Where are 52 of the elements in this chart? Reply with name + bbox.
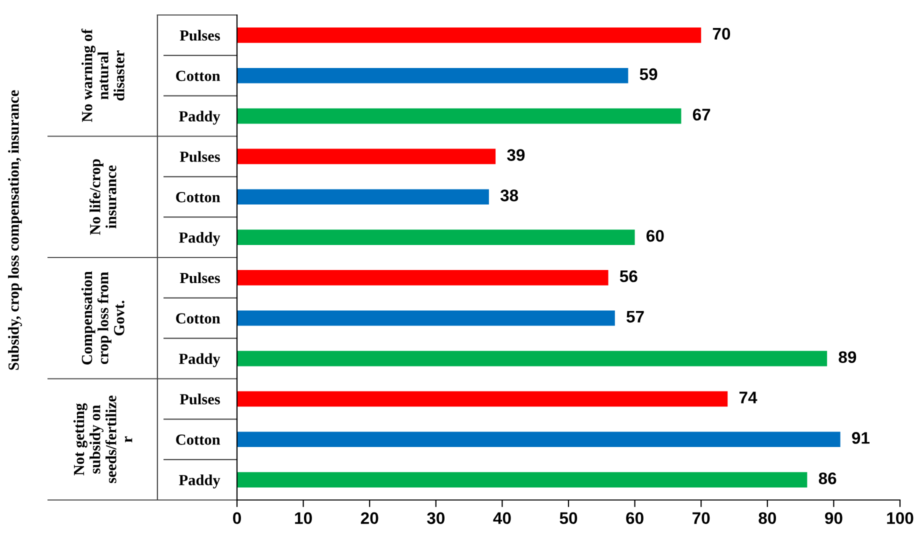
y-tick-label: Cotton bbox=[176, 434, 220, 445]
data-label: 86 bbox=[818, 472, 836, 484]
bar bbox=[237, 432, 840, 448]
data-label: 74 bbox=[739, 392, 758, 404]
bar bbox=[237, 148, 496, 164]
bar bbox=[237, 230, 635, 245]
y-tick-label: Cotton bbox=[176, 70, 220, 82]
y-tick-label: Pulses bbox=[180, 394, 220, 404]
data-label: 56 bbox=[620, 270, 638, 282]
y-tick-label: Paddy bbox=[178, 353, 220, 368]
text: Compensation crop loss from Govt. bbox=[81, 271, 124, 364]
x-tick-label: 30 bbox=[427, 512, 444, 524]
data-label: 60 bbox=[646, 230, 664, 242]
bar bbox=[237, 350, 828, 366]
bar bbox=[237, 28, 702, 43]
data-label: 59 bbox=[640, 68, 658, 80]
bar bbox=[237, 310, 615, 326]
x-tick-label: 60 bbox=[626, 512, 644, 524]
data-label: 89 bbox=[838, 351, 856, 364]
bar bbox=[237, 189, 489, 205]
text: No warning of natural disaster bbox=[81, 28, 124, 122]
data-label: 91 bbox=[852, 432, 870, 444]
bar bbox=[237, 472, 808, 488]
x-tick-label: 100 bbox=[887, 512, 914, 524]
y-tick-label: Paddy bbox=[178, 232, 220, 246]
x-tick-label: 80 bbox=[758, 512, 776, 524]
text: Subsidy, crop loss compensation, insurance bbox=[8, 90, 22, 370]
text: No life/crop insurance bbox=[89, 159, 116, 235]
bar bbox=[237, 68, 628, 84]
x-tick-label: 50 bbox=[560, 512, 578, 524]
y-tick-label: Pulses bbox=[180, 30, 220, 41]
y-tick-label: Cotton bbox=[176, 313, 220, 324]
data-label: 67 bbox=[692, 108, 710, 121]
bar bbox=[237, 108, 682, 124]
y-tick-label: Pulses bbox=[180, 151, 220, 162]
y-tick-label: Paddy bbox=[178, 474, 220, 488]
x-tick-label: 70 bbox=[692, 512, 710, 524]
x-tick-label: 0 bbox=[233, 512, 241, 524]
bar bbox=[237, 391, 728, 407]
x-tick-label: 20 bbox=[360, 512, 378, 524]
data-label: 57 bbox=[626, 310, 644, 323]
y-tick-label: Paddy bbox=[178, 110, 220, 125]
y-tick-label: Pulses bbox=[180, 272, 220, 284]
data-label: 39 bbox=[507, 149, 525, 161]
text: Not getting subsidy on seeds/fertilize r bbox=[73, 396, 132, 484]
bar bbox=[237, 270, 608, 286]
x-tick-label: 10 bbox=[295, 512, 312, 524]
x-tick-label: 40 bbox=[493, 512, 511, 524]
data-label: 38 bbox=[500, 190, 518, 202]
y-tick-label: Cotton bbox=[176, 192, 220, 202]
data-label: 70 bbox=[712, 28, 730, 40]
x-tick-label: 90 bbox=[825, 512, 842, 524]
